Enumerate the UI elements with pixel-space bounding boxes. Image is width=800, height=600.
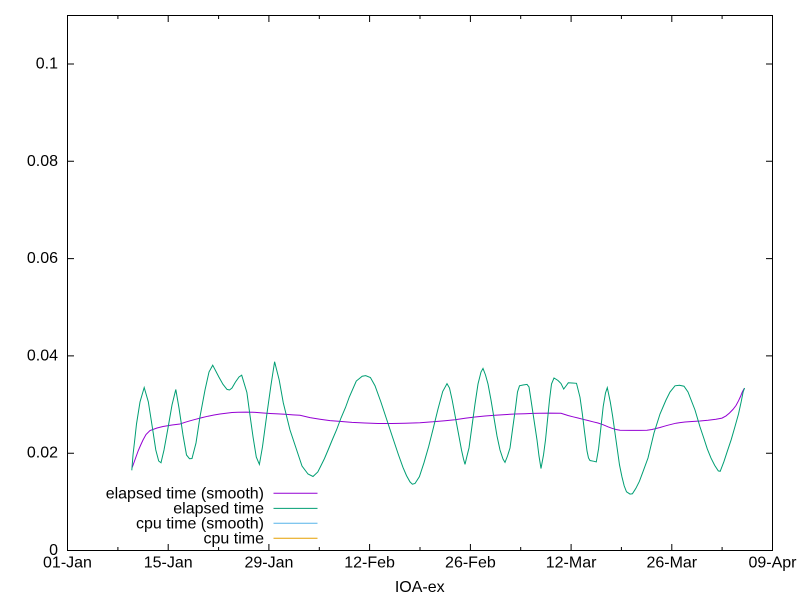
svg-text:29-Jan: 29-Jan [244, 555, 293, 572]
svg-text:elapsed time: elapsed time [173, 501, 264, 518]
svg-text:01-Jan: 01-Jan [43, 555, 92, 572]
svg-text:elapsed time (smooth): elapsed time (smooth) [106, 486, 264, 503]
svg-text:0: 0 [49, 542, 58, 559]
svg-text:12-Mar: 12-Mar [546, 555, 597, 572]
svg-text:09-Apr: 09-Apr [748, 555, 797, 572]
svg-text:26-Feb: 26-Feb [445, 555, 496, 572]
svg-text:12-Feb: 12-Feb [344, 555, 395, 572]
svg-text:0.06: 0.06 [27, 250, 58, 267]
svg-text:0.04: 0.04 [27, 347, 58, 364]
svg-text:IOA-ex: IOA-ex [395, 579, 445, 596]
svg-text:26-Mar: 26-Mar [646, 555, 697, 572]
svg-text:0.02: 0.02 [27, 445, 58, 462]
svg-text:cpu time: cpu time [204, 531, 265, 548]
svg-text:0.1: 0.1 [36, 56, 58, 73]
svg-text:cpu time (smooth): cpu time (smooth) [136, 516, 264, 533]
svg-text:15-Jan: 15-Jan [144, 555, 193, 572]
svg-text:0.08: 0.08 [27, 153, 58, 170]
